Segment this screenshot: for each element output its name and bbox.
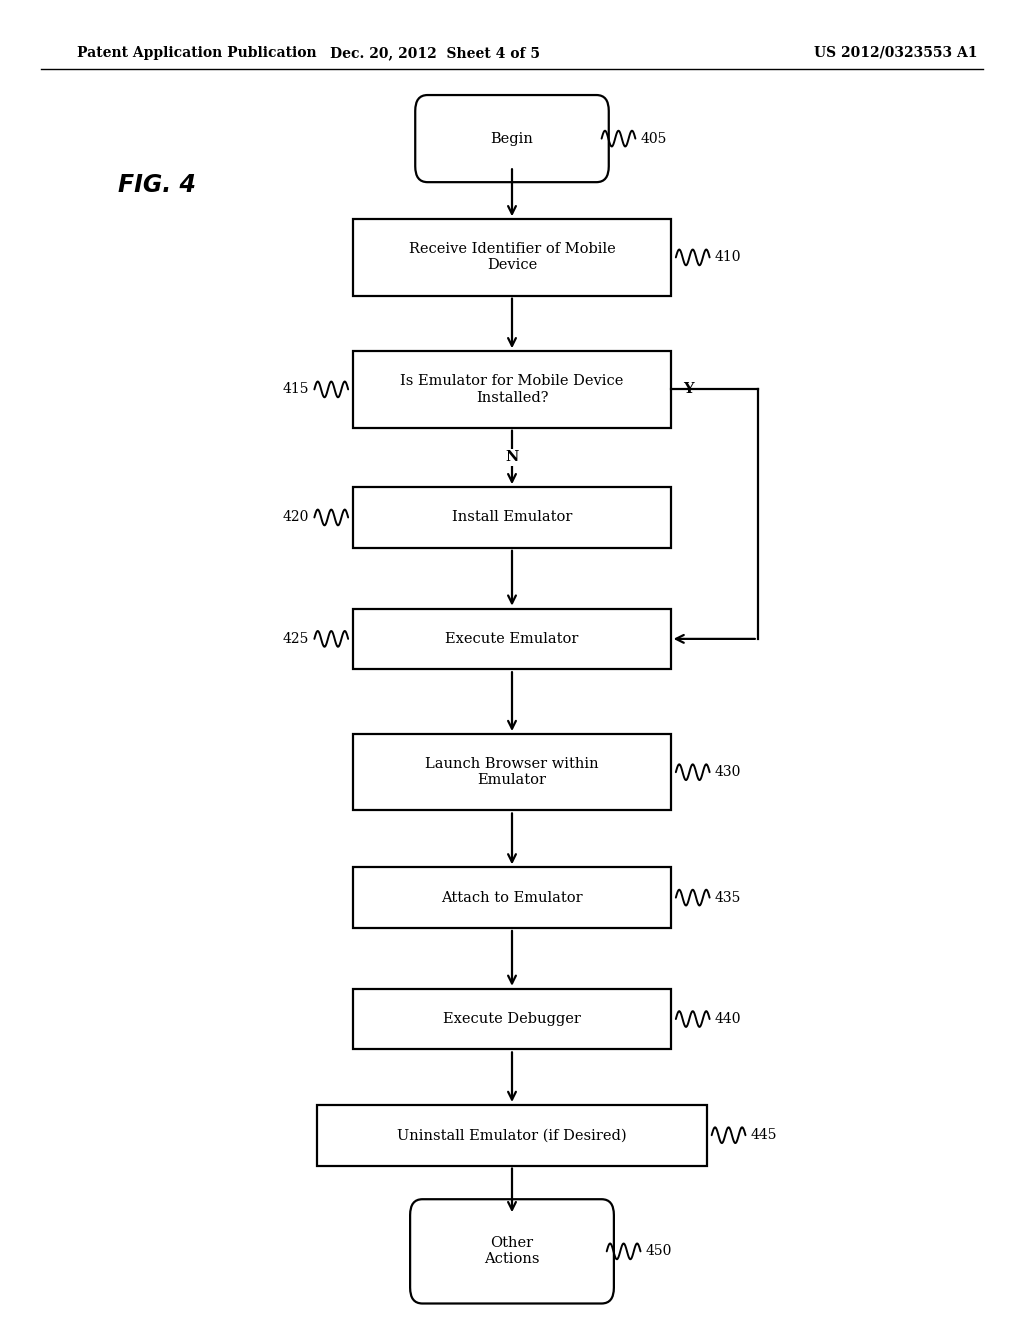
Text: Begin: Begin <box>490 132 534 145</box>
Text: 405: 405 <box>641 132 667 145</box>
Text: Install Emulator: Install Emulator <box>452 511 572 524</box>
FancyBboxPatch shape <box>416 95 608 182</box>
FancyBboxPatch shape <box>410 1199 613 1304</box>
Text: Execute Debugger: Execute Debugger <box>443 1012 581 1026</box>
Text: 435: 435 <box>715 891 741 904</box>
Text: 445: 445 <box>751 1129 777 1142</box>
Text: 440: 440 <box>715 1012 741 1026</box>
Text: 415: 415 <box>283 383 309 396</box>
Text: Receive Identifier of Mobile
Device: Receive Identifier of Mobile Device <box>409 243 615 272</box>
Text: N: N <box>505 450 519 465</box>
Text: FIG. 4: FIG. 4 <box>118 173 196 197</box>
Text: US 2012/0323553 A1: US 2012/0323553 A1 <box>814 46 978 59</box>
Text: Y: Y <box>683 383 693 396</box>
Text: Execute Emulator: Execute Emulator <box>445 632 579 645</box>
Bar <box>353 219 671 296</box>
Bar <box>317 1105 707 1166</box>
Text: Uninstall Emulator (if Desired): Uninstall Emulator (if Desired) <box>397 1129 627 1142</box>
Text: Is Emulator for Mobile Device
Installed?: Is Emulator for Mobile Device Installed? <box>400 375 624 404</box>
Bar <box>353 734 671 810</box>
Text: Patent Application Publication: Patent Application Publication <box>77 46 316 59</box>
Bar <box>353 487 671 548</box>
Text: 410: 410 <box>715 251 741 264</box>
Text: Attach to Emulator: Attach to Emulator <box>441 891 583 904</box>
Text: Launch Browser within
Emulator: Launch Browser within Emulator <box>425 758 599 787</box>
Text: Dec. 20, 2012  Sheet 4 of 5: Dec. 20, 2012 Sheet 4 of 5 <box>330 46 541 59</box>
Bar <box>353 867 671 928</box>
Text: Other
Actions: Other Actions <box>484 1237 540 1266</box>
Bar <box>353 351 671 428</box>
Text: 430: 430 <box>715 766 741 779</box>
Text: 450: 450 <box>646 1245 672 1258</box>
Text: 425: 425 <box>283 632 309 645</box>
Text: 420: 420 <box>283 511 309 524</box>
Bar <box>353 609 671 669</box>
Bar <box>353 989 671 1049</box>
